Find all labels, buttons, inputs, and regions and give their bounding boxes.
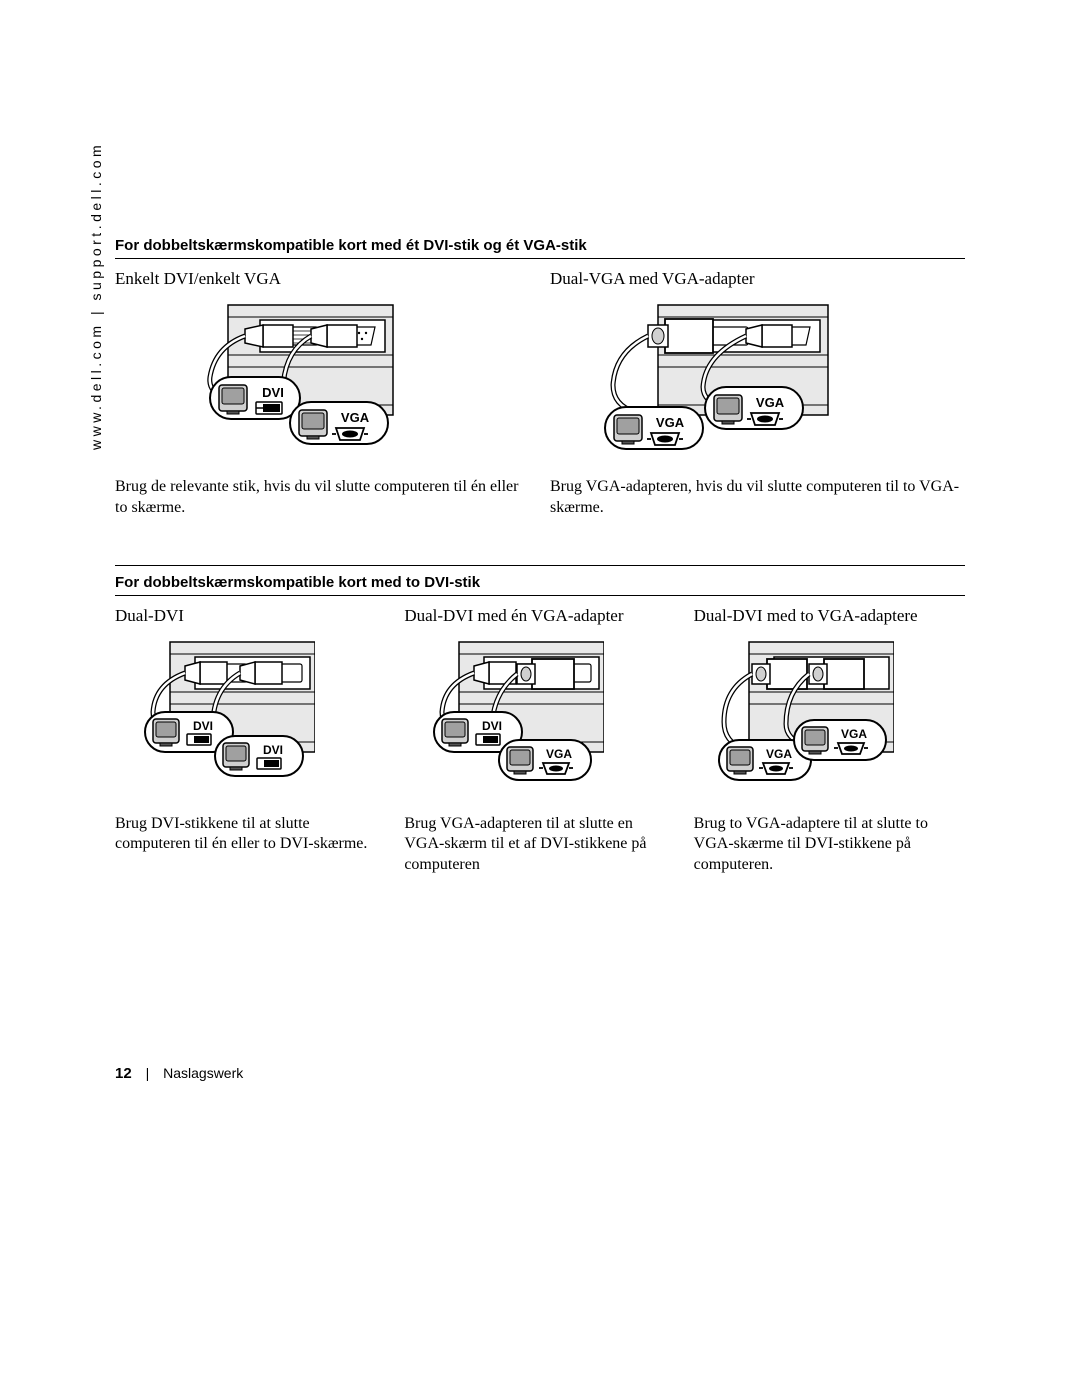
page-footer: 12 | Naslagswerk xyxy=(115,1065,243,1082)
svg-text:DVI: DVI xyxy=(263,743,283,757)
svg-text:VGA: VGA xyxy=(546,747,572,761)
section1-header: For dobbeltskærmskompatible kort med ét … xyxy=(115,237,965,259)
section2-c2: Dual-DVI med én VGA-adapter xyxy=(404,606,675,876)
s2-c1-diagram: DVI DVI xyxy=(115,634,386,806)
s2-c2-diagram: DVI VGA xyxy=(404,634,675,806)
s1-left-title: Enkelt DVI/enkelt VGA xyxy=(115,269,530,289)
sidebar-url: www.dell.com | support.dell.com xyxy=(88,142,104,450)
section1-right: Dual-VGA med VGA-adapter xyxy=(550,269,965,519)
section2-c3: Dual-DVI med to VGA-adaptere xyxy=(694,606,965,876)
section1-row: Enkelt DVI/enkelt VGA xyxy=(115,269,965,519)
s2-c1-title: Dual-DVI xyxy=(115,606,386,626)
section2-c1: Dual-DVI xyxy=(115,606,386,876)
svg-text:DVI: DVI xyxy=(262,385,284,400)
s1-right-diagram: VGA VGA xyxy=(550,297,965,469)
section2-row: Dual-DVI xyxy=(115,606,965,876)
s2-c3-title: Dual-DVI med to VGA-adaptere xyxy=(694,606,965,626)
page-number: 12 xyxy=(115,1065,132,1082)
s2-c2-caption: Brug VGA-adapteren til at slutte en VGA-… xyxy=(404,814,675,876)
s2-c1-caption: Brug DVI-stikkene til at slutte computer… xyxy=(115,814,386,856)
svg-text:DVI: DVI xyxy=(193,719,213,733)
page-content: For dobbeltskærmskompatible kort med ét … xyxy=(115,237,965,876)
s2-c2-title: Dual-DVI med én VGA-adapter xyxy=(404,606,675,626)
svg-text:VGA: VGA xyxy=(756,395,785,410)
section1-left: Enkelt DVI/enkelt VGA xyxy=(115,269,530,519)
s2-c3-diagram: VGA VGA xyxy=(694,634,965,806)
s1-right-caption: Brug VGA-adapteren, hvis du vil slutte c… xyxy=(550,477,965,519)
svg-text:VGA: VGA xyxy=(841,727,867,741)
s2-c3-caption: Brug to VGA-adaptere til at slutte to VG… xyxy=(694,814,965,876)
s1-left-diagram: DVI VGA xyxy=(115,297,530,469)
svg-text:VGA: VGA xyxy=(341,410,370,425)
s1-left-caption: Brug de relevante stik, hvis du vil slut… xyxy=(115,477,530,519)
section2-header: For dobbeltskærmskompatible kort med to … xyxy=(115,574,965,596)
svg-text:DVI: DVI xyxy=(482,719,502,733)
footer-title: Naslagswerk xyxy=(163,1065,243,1081)
svg-text:VGA: VGA xyxy=(766,747,792,761)
s1-right-title: Dual-VGA med VGA-adapter xyxy=(550,269,965,289)
svg-text:VGA: VGA xyxy=(656,415,685,430)
footer-sep: | xyxy=(146,1065,150,1081)
